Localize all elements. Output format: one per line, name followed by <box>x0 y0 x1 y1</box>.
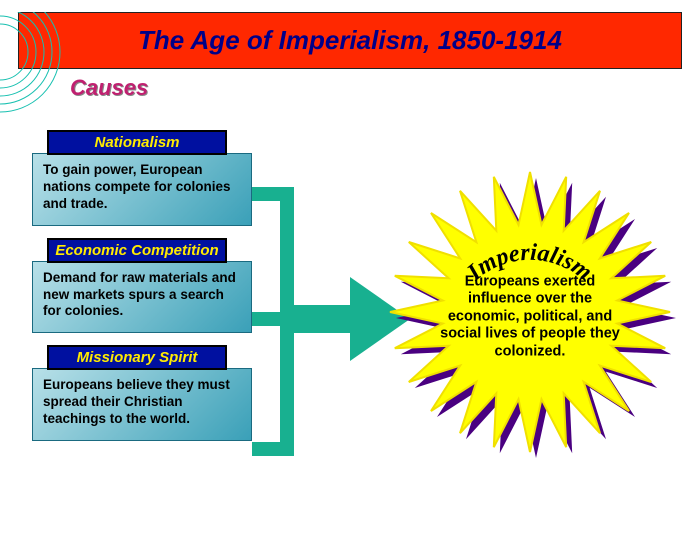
cause-header: Nationalism <box>47 130 227 155</box>
cause-body: Europeans believe they must spread their… <box>32 368 252 441</box>
cause-box-nationalism: Nationalism To gain power, European nati… <box>32 130 252 226</box>
causes-label: Causes <box>70 75 700 101</box>
cause-body: To gain power, European nations compete … <box>32 153 252 226</box>
starburst-title: Imperialism <box>420 202 640 422</box>
causes-column: Nationalism To gain power, European nati… <box>32 130 252 453</box>
cause-box-economic: Economic Competition Demand for raw mate… <box>32 238 252 334</box>
title-banner: The Age of Imperialism, 1850-1914 <box>18 12 682 69</box>
cause-body: Demand for raw materials and new markets… <box>32 261 252 334</box>
starburst: Imperialism Europeans exerted influence … <box>380 162 680 462</box>
cause-header: Economic Competition <box>47 238 227 263</box>
svg-text:Imperialism: Imperialism <box>462 240 597 287</box>
cause-box-missionary: Missionary Spirit Europeans believe they… <box>32 345 252 441</box>
cause-header: Missionary Spirit <box>47 345 227 370</box>
